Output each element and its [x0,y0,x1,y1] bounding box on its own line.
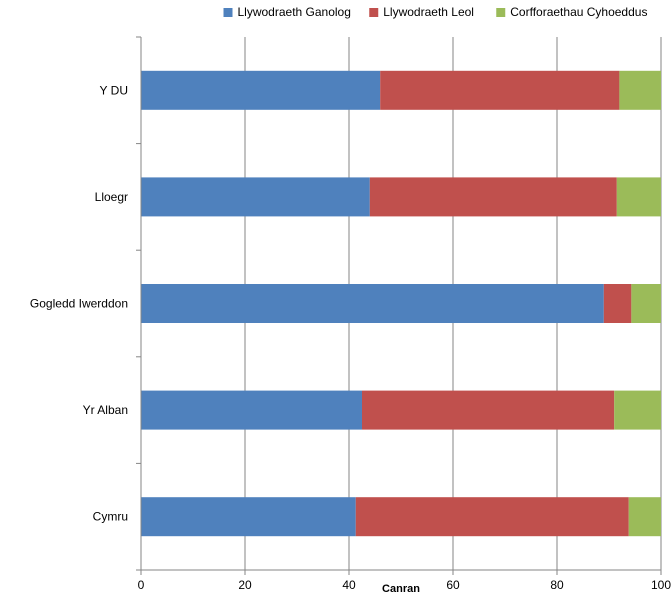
y-category-label: Yr Alban [83,403,128,417]
y-category-label: Cymru [93,510,128,524]
x-tick-label: 40 [342,578,356,592]
bar-llywodraeth-ganolog [141,177,370,217]
bar-corfforaethau-cyhoeddus [631,284,661,323]
y-category-label: Y DU [100,83,128,97]
bar-llywodraeth-ganolog [141,390,362,430]
x-axis-title: Canran [382,583,420,595]
bar-corfforaethau-cyhoeddus [619,70,661,110]
bar-llywodraeth-ganolog [141,284,604,323]
bar-corfforaethau-cyhoeddus [628,497,661,537]
legend: Llywodraeth Ganolog Llywodraeth Leol Corff… [223,5,647,19]
legend-swatch [496,8,506,17]
bar-corfforaethau-cyhoeddus [614,390,661,430]
y-category-label: Lloegr [95,190,128,204]
legend-swatch [369,8,379,17]
x-tick-label: 60 [446,578,460,592]
legend-label: Llywodraeth Ganolog [238,5,351,19]
y-category-label: Gogledd Iwerddon [30,297,128,311]
bar-llywodraeth-ganolog [141,497,356,537]
x-tick-label: 80 [550,578,564,592]
bar-corfforaethau-cyhoeddus [616,177,661,217]
bar-llywodraeth-leol [603,284,632,323]
x-tick-label: 0 [138,578,145,592]
legend-label: Corfforaethau Cyhoeddus [510,5,647,19]
legend-swatch [223,8,233,17]
x-tick-label: 20 [238,578,252,592]
axes: 0 20 40 60 80 100 Y DU Lloegr Gogledd Iwerddon Yr… [30,36,671,592]
x-tick-label: 100 [651,578,671,592]
bar-llywodraeth-leol [362,390,615,430]
legend-label: Llywodraeth Leol [383,5,474,19]
bars [141,70,661,537]
bar-llywodraeth-leol [380,70,620,110]
bar-llywodraeth-ganolog [141,70,381,110]
bar-llywodraeth-leol [355,497,629,537]
bar-llywodraeth-leol [369,177,617,217]
